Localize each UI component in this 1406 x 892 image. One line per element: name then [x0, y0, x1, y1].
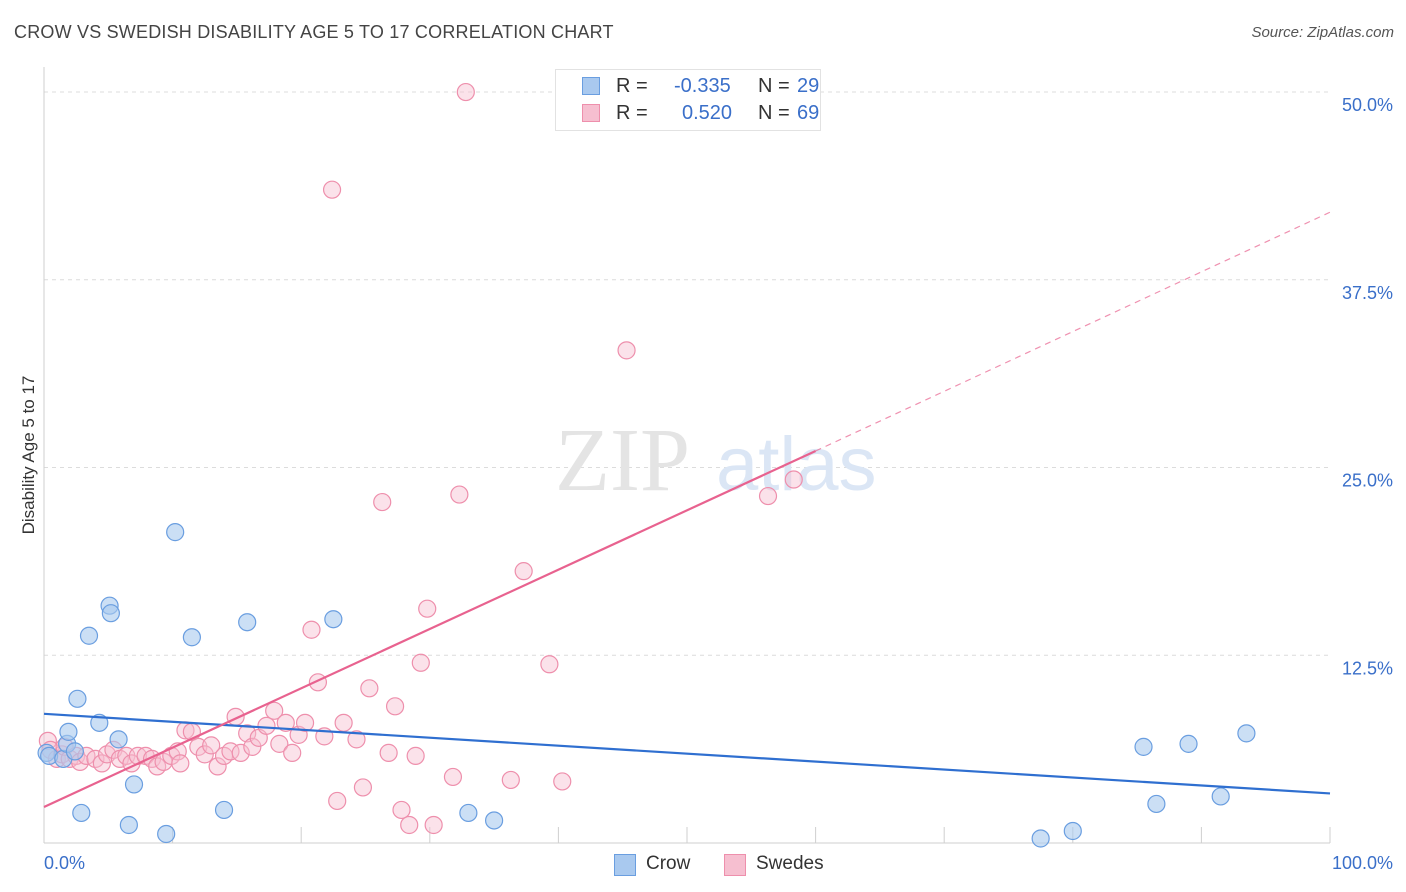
swedes-point — [418, 599, 437, 618]
crow-r-value: -0.335 — [674, 75, 731, 97]
crow-point — [214, 800, 234, 820]
swedes-point — [392, 800, 411, 820]
correlation-legend: R = -0.335 N = 29 R = 0.520 N = 69 — [555, 69, 821, 131]
swedes-point — [302, 620, 321, 639]
watermark-zip: ZIP — [555, 411, 690, 510]
swedes-point — [322, 180, 342, 199]
crow-point — [1211, 787, 1230, 806]
crow-point — [182, 628, 201, 647]
series-crow — [37, 523, 1256, 848]
swedes-trend-line — [43, 449, 817, 808]
crow-point — [59, 722, 78, 741]
crow-point — [157, 824, 176, 844]
y-tick-label: 12.5% — [1342, 658, 1393, 678]
swedes-point — [758, 486, 778, 506]
x-tick-label: 100.0% — [1332, 853, 1393, 873]
crow-point — [166, 523, 185, 542]
chart-title: CROW VS SWEDISH DISABILITY AGE 5 TO 17 C… — [14, 22, 614, 42]
crow-point — [119, 815, 138, 835]
crow-point — [124, 775, 144, 794]
crow-point — [72, 803, 91, 823]
swedes-point — [265, 701, 284, 720]
swedes-point — [379, 743, 398, 762]
y-tick-label: 37.5% — [1342, 283, 1393, 303]
swedes-point — [443, 767, 463, 787]
crow-swatch — [582, 77, 600, 95]
swedes-point — [411, 653, 430, 672]
source-credit: Source: ZipAtlas.com — [1251, 24, 1394, 41]
crow-point — [109, 730, 128, 749]
swedes-point — [231, 743, 250, 762]
watermark: ZIP atlas — [555, 411, 877, 510]
y-axis-label: Disability Age 5 to 17 — [19, 376, 38, 535]
crow-point — [1134, 737, 1153, 756]
swedes-point — [540, 655, 559, 674]
crow-point — [1179, 734, 1198, 753]
watermark-atlas: atlas — [716, 422, 877, 507]
swedes-point — [257, 716, 276, 735]
x-tick-label: 0.0% — [44, 853, 85, 873]
swedes-swatch — [582, 104, 600, 122]
swedes-point — [276, 713, 295, 732]
swedes-r-value: 0.520 — [682, 102, 733, 124]
crow-n-value: 29 — [797, 75, 820, 97]
y-tick-label: 50.0% — [1342, 95, 1393, 115]
swedes-point — [784, 470, 803, 489]
swedes-legend-swatch — [724, 854, 746, 876]
swedes-point — [353, 778, 373, 797]
trend-lines — [43, 211, 1331, 808]
swedes-point — [238, 724, 257, 743]
r-label: R = — [616, 102, 648, 124]
crow-legend-label: Crow — [646, 853, 691, 874]
r-label: R = — [616, 75, 648, 97]
swedes-point — [92, 754, 111, 773]
crow-point — [1237, 724, 1256, 743]
swedes-point — [553, 772, 572, 791]
crow-point — [1063, 821, 1082, 841]
crow-point — [79, 626, 99, 645]
swedes-point — [295, 713, 315, 732]
swedes-point — [283, 743, 302, 762]
n-label: N = — [758, 75, 790, 97]
grid-lines — [44, 91, 1330, 656]
swedes-point — [617, 341, 636, 360]
swedes-point — [373, 492, 392, 512]
swedes-point — [501, 770, 520, 790]
swedes-point — [334, 713, 353, 732]
swedes-point — [450, 485, 469, 504]
swedes-point — [400, 815, 419, 835]
swedes-point — [202, 736, 221, 755]
swedes-point — [514, 562, 533, 581]
crow-point — [101, 604, 120, 623]
swedes-point — [328, 791, 347, 811]
crow-point — [1031, 829, 1050, 848]
crow-point — [65, 742, 84, 761]
swedes-point — [195, 745, 214, 764]
swedes-point — [456, 82, 475, 102]
swedes-point — [424, 815, 443, 835]
swedes-point — [406, 746, 425, 765]
swedes-n-value: 69 — [797, 102, 820, 124]
crow-point — [1147, 794, 1166, 814]
swedes-point — [360, 679, 379, 698]
n-label: N = — [758, 102, 790, 124]
crow-trend-line — [43, 712, 1331, 795]
y-tick-label: 25.0% — [1342, 471, 1393, 491]
swedes-legend-label: Swedes — [756, 853, 824, 874]
swedes-trend-extension — [815, 211, 1331, 452]
swedes-point — [270, 734, 289, 753]
swedes-point — [243, 737, 262, 756]
swedes-point — [171, 754, 190, 773]
swedes-point — [347, 730, 366, 749]
crow-legend-swatch — [614, 854, 636, 876]
crow-point — [324, 610, 343, 629]
crow-point — [485, 811, 504, 830]
crow-point — [68, 689, 87, 708]
swedes-point — [208, 757, 227, 776]
crow-point — [238, 613, 257, 632]
swedes-point — [385, 697, 405, 716]
tick-labels: 12.5% 25.0% 37.5% 50.0% 0.0% 100.0% — [44, 95, 1393, 873]
crow-point — [459, 803, 478, 823]
